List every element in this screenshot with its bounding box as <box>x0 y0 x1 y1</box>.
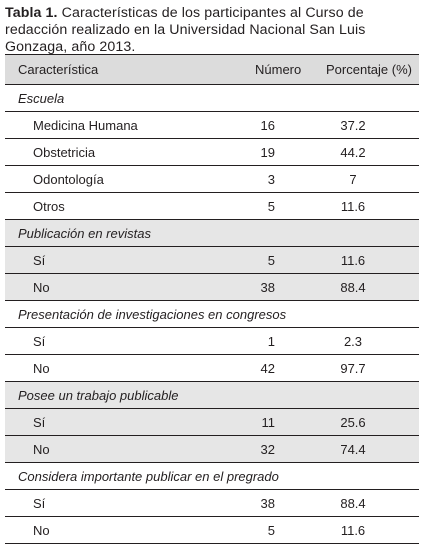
row-number: 5 <box>267 252 275 268</box>
table-row: Otros 5 11.6 <box>5 192 419 219</box>
group-title: Escuela <box>18 90 65 106</box>
group-row-presentacion: Presentación de investigaciones en congr… <box>5 300 419 327</box>
table-caption: Tabla 1. Características de los particip… <box>5 5 419 56</box>
row-number: 5 <box>267 522 275 538</box>
row-number: 1 <box>267 333 275 349</box>
row-number: 38 <box>260 495 275 511</box>
row-percent: 11.6 <box>340 252 366 268</box>
row-label: No <box>33 441 50 457</box>
table-row: No 42 97.7 <box>5 354 419 381</box>
header-percent: Porcentaje (%) <box>326 62 412 77</box>
table-caption-text: Características de los participantes al … <box>5 5 366 55</box>
row-percent: 11.6 <box>340 522 366 538</box>
table-caption-label: Tabla 1. <box>5 5 58 21</box>
row-number: 3 <box>267 171 275 187</box>
row-number: 32 <box>260 441 275 457</box>
group-row-trabajo: Posee un trabajo publicable <box>5 381 419 408</box>
row-label: No <box>33 522 50 538</box>
row-number: 38 <box>260 279 275 295</box>
row-label: Otros <box>33 198 65 214</box>
row-label: Odontología <box>33 171 104 187</box>
table-row: Sí 11 25.6 <box>5 408 419 435</box>
table-row: No 32 74.4 <box>5 435 419 462</box>
table-row: Sí 1 2.3 <box>5 327 419 354</box>
row-label: No <box>33 279 50 295</box>
row-percent: 37.2 <box>340 117 366 133</box>
group-title: Publicación en revistas <box>18 225 151 241</box>
row-number: 5 <box>267 198 275 214</box>
row-label: Medicina Humana <box>33 117 138 133</box>
row-percent: 25.6 <box>340 414 366 430</box>
row-number: 42 <box>260 360 275 376</box>
row-number: 19 <box>260 144 275 160</box>
table-header-row: Característica Número Porcentaje (%) <box>5 55 419 84</box>
row-number: 16 <box>260 117 275 133</box>
table-row: Obstetricia 19 44.2 <box>5 138 419 165</box>
table-row: No 5 11.6 <box>5 516 419 543</box>
group-row-importante: Considera importante publicar en el preg… <box>5 462 419 489</box>
group-title: Considera importante publicar en el preg… <box>18 468 279 484</box>
group-row-publicacion: Publicación en revistas <box>5 219 419 246</box>
row-label: Sí <box>33 252 46 268</box>
row-percent: 2.3 <box>343 333 363 349</box>
row-percent: 88.4 <box>340 279 366 295</box>
characteristics-table: Característica Número Porcentaje (%) Esc… <box>5 54 419 544</box>
row-label: Sí <box>33 414 46 430</box>
group-title: Posee un trabajo publicable <box>18 387 179 403</box>
table-row: Sí 5 11.6 <box>5 246 419 273</box>
header-characteristic: Característica <box>18 62 99 77</box>
row-label: Sí <box>33 495 46 511</box>
row-label: Obstetricia <box>33 144 96 160</box>
group-title: Presentación de investigaciones en congr… <box>18 306 287 322</box>
row-percent: 88.4 <box>340 495 366 511</box>
group-row-escuela: Escuela <box>5 84 419 111</box>
row-number: 11 <box>261 414 276 430</box>
row-percent: 74.4 <box>340 441 366 457</box>
header-number: Número <box>255 62 302 77</box>
row-percent: 97.7 <box>340 360 366 376</box>
table-row: Sí 38 88.4 <box>5 489 419 516</box>
table-row: Odontología 3 7 <box>5 165 419 192</box>
table-row: Medicina Humana 16 37.2 <box>5 111 419 138</box>
row-percent: 11.6 <box>340 198 366 214</box>
row-percent: 7 <box>349 171 357 187</box>
row-label: No <box>33 360 50 376</box>
row-label: Sí <box>33 333 46 349</box>
row-percent: 44.2 <box>340 144 366 160</box>
table-row: No 38 88.4 <box>5 273 419 300</box>
